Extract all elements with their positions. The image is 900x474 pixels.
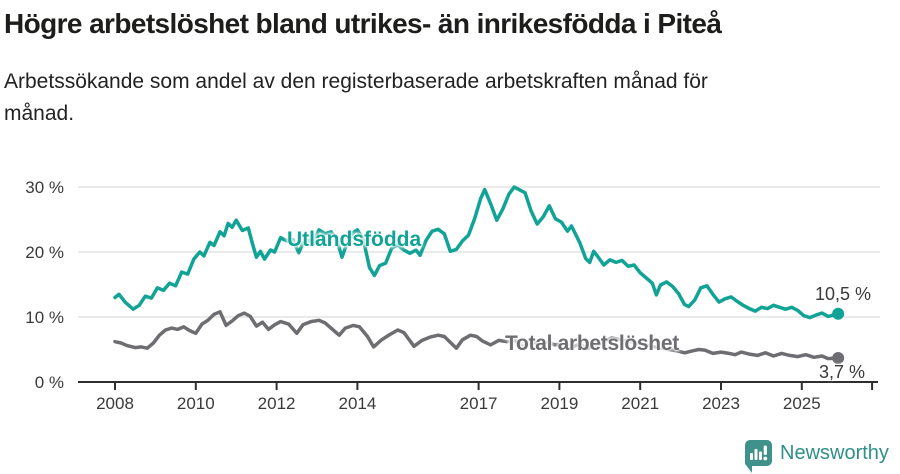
page-subtitle: Arbetssökande som andel av den registerb… [4, 66, 708, 130]
series-end-dot-utlandsfodda [832, 307, 845, 320]
x-tick-label: 2014 [338, 394, 376, 413]
x-tick-label: 2008 [96, 394, 134, 413]
series-line-utlandsfodda [113, 185, 840, 320]
page-title: Högre arbetslöshet bland utrikes- än inr… [4, 8, 722, 39]
x-tick-label: 2025 [783, 394, 821, 413]
y-tick-label: 0 % [35, 373, 64, 392]
y-tick-label: 20 % [25, 243, 64, 262]
logo-bar-3 [759, 451, 762, 460]
y-tick-label: 30 % [25, 178, 64, 197]
newsworthy-logo-icon [745, 440, 772, 473]
x-tick-label: 2019 [540, 394, 578, 413]
subtitle-line-2: månad. [4, 102, 75, 125]
x-tick-label: 2010 [177, 394, 215, 413]
x-tick-label: 2012 [258, 394, 296, 413]
newsworthy-logo-text: Newsworthy [780, 442, 889, 464]
logo-exclamation-dot [763, 456, 768, 461]
end-value-label-total: 3,7 % [819, 362, 866, 382]
x-tick-label: 2021 [621, 394, 659, 413]
x-tick-label: 2017 [460, 394, 498, 413]
series-line-total [113, 310, 840, 361]
series-end-dot-total [832, 351, 845, 364]
logo-bar-2 [754, 449, 758, 460]
series-label-total-arbetsloshet: Total arbetslöshet [505, 332, 679, 355]
subtitle-line-1: Arbetssökande som andel av den registerb… [4, 70, 708, 93]
end-value-label-utlandsfodda: 10,5 % [815, 284, 872, 304]
newsworthy-logo[interactable]: Newsworthy [745, 440, 889, 473]
x-tick-label: 2023 [702, 394, 740, 413]
logo-bar-1 [750, 453, 753, 460]
y-tick-label: 10 % [25, 308, 64, 327]
logo-exclamation-bar [763, 445, 767, 455]
series-label-utlandsfodda: Utlandsfödda [287, 228, 422, 251]
